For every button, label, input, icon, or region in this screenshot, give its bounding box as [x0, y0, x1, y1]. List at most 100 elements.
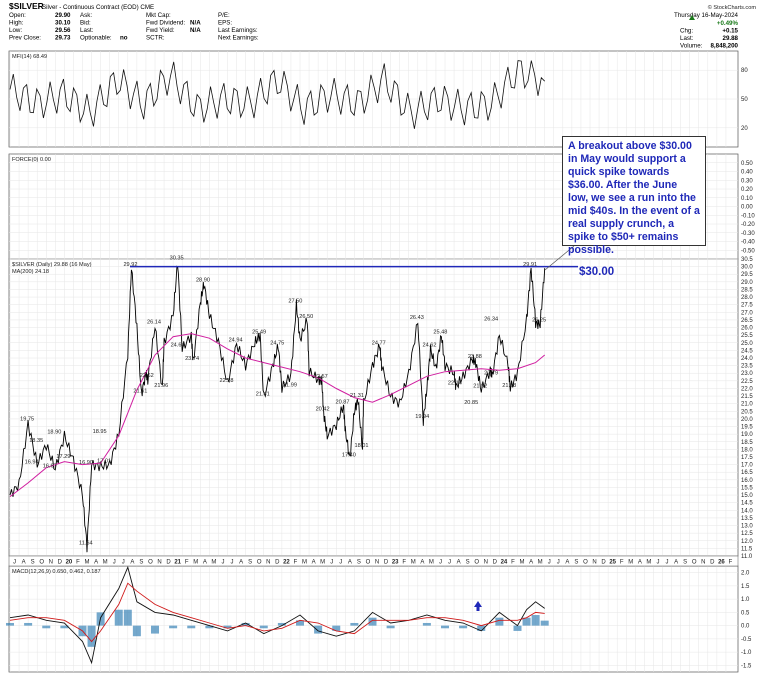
macd-hist-bar — [296, 620, 304, 626]
price-line — [9, 265, 546, 553]
price-annotation: 20.87 — [336, 400, 350, 406]
y-tick-label: 28.0 — [741, 295, 753, 301]
x-tick-label: N — [484, 560, 488, 566]
x-tick-label: M — [103, 560, 108, 566]
x-tick-label: 21 — [174, 560, 181, 566]
x-tick-label: N — [49, 560, 53, 566]
x-tick-label: A — [638, 560, 642, 566]
y-tick-label: 21.0 — [741, 402, 753, 408]
ma-legend: MA(200) 24.18 — [12, 269, 49, 275]
y-tick-label: 20.5 — [741, 409, 753, 415]
y-tick-label: 0.30 — [741, 178, 753, 184]
x-tick-label: J — [656, 560, 659, 566]
price-annotation: 29.92 — [123, 262, 137, 268]
x-tick-label: 22 — [283, 560, 290, 566]
macd-hist-bar — [205, 625, 214, 629]
y-tick-label: 26.0 — [741, 326, 753, 332]
x-tick-label: D — [710, 560, 715, 566]
arrow-up-icon — [474, 601, 482, 611]
y-tick-label: 24.0 — [741, 356, 753, 362]
price-annotation: 17.29 — [56, 454, 70, 460]
x-tick-label: A — [203, 560, 207, 566]
quote-value: 29.73 — [55, 35, 71, 42]
x-tick-label: M — [411, 560, 416, 566]
x-tick-label: F — [729, 560, 733, 566]
y-tick-label: 30.0 — [741, 265, 753, 271]
y-tick-label: 16.0 — [741, 478, 753, 484]
callout-pointer — [544, 245, 575, 271]
y-tick-label: 24.5 — [741, 348, 753, 354]
price-annotation: 18.90 — [47, 430, 61, 436]
y-tick-label: 23.0 — [741, 371, 753, 377]
y-tick-label: 0.10 — [741, 196, 753, 202]
quote-grid: Open: 29.90 High: 30.10 Low: 29.56 Prev Close:… — [9, 12, 739, 50]
macd-hist-bar — [87, 625, 96, 647]
macd-hist-bar — [332, 625, 341, 631]
x-tick-label: D — [275, 560, 280, 566]
macd-hist-bar — [169, 625, 178, 629]
macd-hist-bar — [277, 622, 286, 626]
price-annotation: 27.50 — [288, 299, 302, 305]
price-annotation: 24.64 — [171, 342, 185, 348]
source-credit: © StockCharts.com — [708, 4, 757, 11]
quote-label: SCTR: — [146, 35, 165, 42]
quote-label: Prev Close: — [9, 35, 41, 42]
x-tick-label: D — [493, 560, 498, 566]
x-tick-label: A — [674, 560, 678, 566]
price-annotation: 20.42 — [316, 407, 330, 413]
price-annotation: 23.74 — [185, 356, 199, 362]
x-tick-label: J — [339, 560, 342, 566]
x-tick-label: A — [348, 560, 352, 566]
price-annotation: 26.25 — [532, 318, 546, 324]
y-tick-label: 19.0 — [741, 432, 753, 438]
macd-hist-bar — [114, 609, 123, 626]
price-annotation: 24.77 — [372, 340, 386, 346]
quote-value: N/A — [190, 27, 201, 34]
chart-description: Silver - Continuous Contract (EOD) CME — [42, 4, 154, 11]
price-annotation: 21.31 — [350, 393, 364, 399]
y-tick-label: 13.0 — [741, 524, 753, 530]
y-tick-label: 0.20 — [741, 187, 753, 193]
x-tick-label: M — [538, 560, 543, 566]
x-tick-label: S — [357, 560, 361, 566]
x-tick-label: A — [529, 560, 533, 566]
quote-label: Volume: — [680, 43, 703, 50]
y-tick-label: 0.5 — [741, 610, 750, 616]
x-tick-label: F — [402, 560, 406, 566]
y-tick-label: 20 — [741, 126, 748, 132]
price-annotation: 29.91 — [523, 262, 537, 268]
price-annotation: 21.41 — [256, 391, 270, 397]
y-tick-label: 0.0 — [741, 624, 750, 630]
y-tick-label: 29.0 — [741, 280, 753, 286]
price-annotation: 24.94 — [229, 338, 243, 344]
x-tick-label: O — [39, 560, 44, 566]
price-panel: 30.5 30.029.5 29.028.5 28.0 27.527.0 26.5 26.0… — [9, 245, 753, 560]
y-tick-label: 14.5 — [741, 501, 753, 507]
y-tick-label: 17.5 — [741, 455, 753, 461]
x-tick-label: F — [76, 560, 80, 566]
x-tick-label: A — [239, 560, 243, 566]
x-tick-label: S — [31, 560, 35, 566]
x-tick-label: M — [646, 560, 651, 566]
quote-label: Last: — [80, 27, 94, 34]
y-tick-label: 12.5 — [741, 531, 753, 537]
x-tick-label: J — [122, 560, 125, 566]
price-annotation: 22.62 — [140, 373, 154, 379]
macd-hist-bar — [350, 622, 359, 626]
quote-value: 29.90 — [55, 12, 71, 19]
macd-legend: MACD(12,26,9) 0.650, 0.462, 0.187 — [12, 569, 101, 575]
price-legend: $SILVER (Daily) 29.88 (16 May) — [12, 262, 92, 268]
quote-value: +0.15 — [722, 28, 738, 35]
up-arrow-icon — [689, 15, 695, 20]
x-tick-label: M — [302, 560, 307, 566]
y-tick-label: 16.5 — [741, 470, 753, 476]
price-annotation: 21.96 — [154, 383, 168, 389]
price-annotation: 26.50 — [299, 314, 313, 320]
y-tick-label: -0.5 — [741, 637, 752, 643]
y-tick-label: 17.0 — [741, 463, 753, 469]
x-tick-label: O — [148, 560, 153, 566]
macd-hist-bar — [24, 622, 33, 626]
x-tick-label: O — [692, 560, 697, 566]
y-tick-label: -0.50 — [741, 248, 755, 254]
